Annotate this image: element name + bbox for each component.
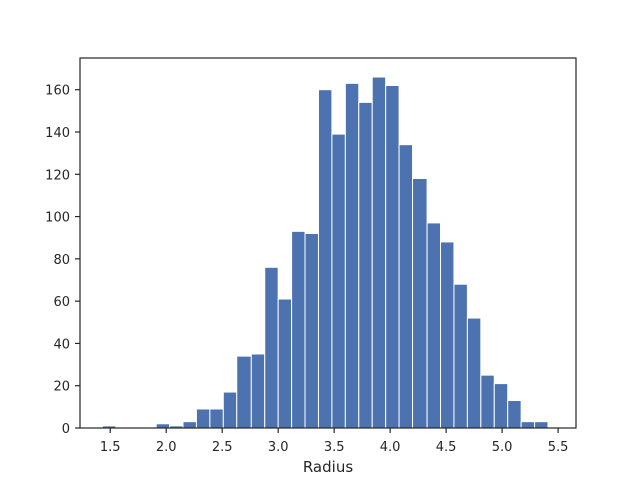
- histogram-bar: [304, 232, 319, 429]
- histogram-bar: [453, 283, 468, 429]
- histogram-bar: [385, 84, 400, 429]
- x-tick-label: 3.0: [268, 440, 289, 455]
- x-tick-label: 2.5: [212, 440, 233, 455]
- y-tick-label: 140: [45, 126, 70, 141]
- x-tick-label: 2.0: [156, 440, 177, 455]
- x-axis-label: Radius: [303, 458, 353, 476]
- histogram-bar: [344, 82, 360, 429]
- histogram-bar: [317, 89, 333, 429]
- x-tick-label: 1.5: [100, 440, 121, 455]
- histogram-bar: [209, 408, 224, 429]
- y-tick-label: 160: [45, 84, 70, 99]
- histogram-bar: [507, 400, 522, 429]
- histogram-bar: [426, 222, 442, 429]
- histogram-bar: [277, 298, 293, 429]
- histogram-bar: [250, 353, 266, 429]
- histogram-bar: [520, 421, 536, 429]
- histogram-bar: [440, 241, 455, 429]
- histogram-bar: [371, 76, 387, 429]
- x-tick-label: 5.5: [548, 440, 569, 455]
- y-tick-label: 0: [62, 422, 70, 437]
- y-tick-label: 100: [45, 211, 70, 226]
- histogram-bar: [195, 408, 211, 429]
- histogram-bar: [155, 423, 171, 429]
- y-tick-label: 60: [53, 295, 70, 310]
- histogram-bar: [480, 374, 495, 429]
- x-tick-label: 4.5: [436, 440, 457, 455]
- y-tick-label: 40: [53, 337, 70, 352]
- histogram-bar: [358, 101, 373, 429]
- histogram-bar: [264, 266, 279, 429]
- histogram-bar: [412, 178, 428, 429]
- histogram-bar: [331, 133, 346, 429]
- y-tick-label: 120: [45, 168, 70, 183]
- y-tick-label: 80: [53, 253, 70, 268]
- histogram-bar: [466, 317, 482, 429]
- y-tick-label: 20: [53, 380, 70, 395]
- histogram-bar: [291, 230, 306, 429]
- plot-frame: [79, 57, 577, 429]
- bars-layer: [101, 76, 549, 429]
- histogram-bar: [534, 421, 549, 429]
- histogram-bar: [236, 355, 252, 429]
- histogram-bar: [222, 391, 238, 429]
- histogram-bar: [493, 383, 509, 429]
- ticks-layer: 1.5 2.0 2.5 3.0 3.5 4.0 4.5 5.0 5.5 0 20 40 60 80 100 1…: [45, 84, 568, 455]
- histogram-bar: [398, 144, 414, 429]
- histogram-bar: [182, 421, 197, 429]
- x-tick-label: 3.5: [324, 440, 345, 455]
- x-tick-label: 4.0: [380, 440, 401, 455]
- x-tick-label: 5.0: [492, 440, 513, 455]
